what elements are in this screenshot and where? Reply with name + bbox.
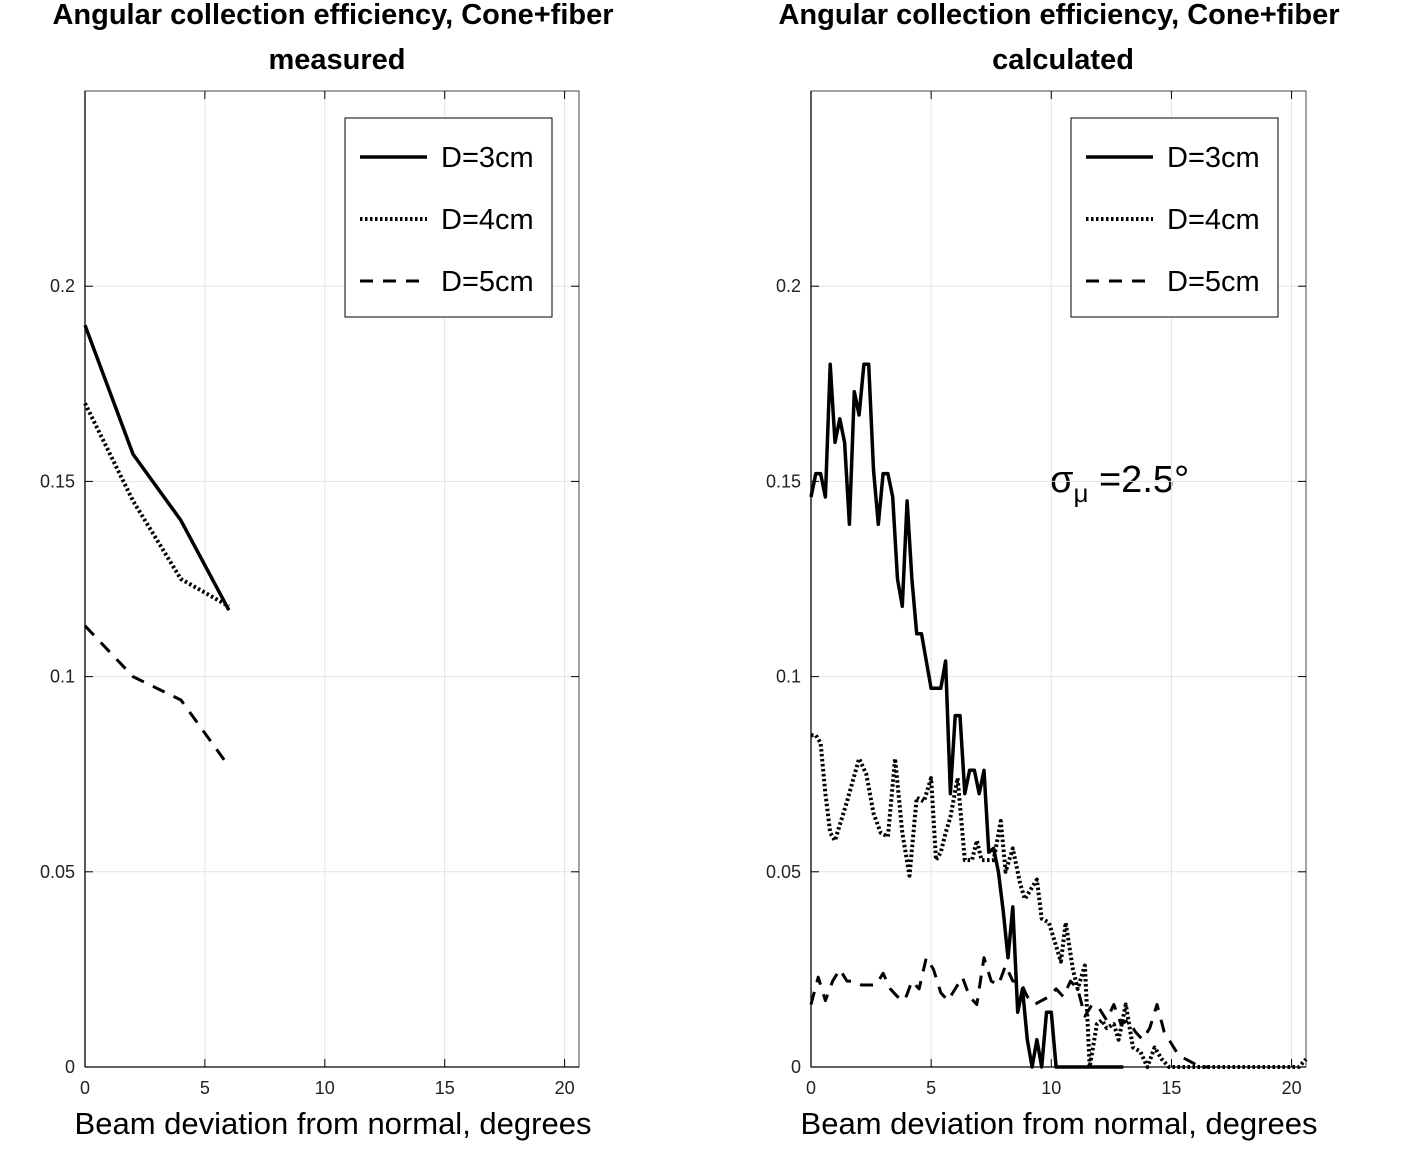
sigma-symbol: σ [1050,459,1073,501]
y-tick-label: 0.15 [766,471,801,491]
x-tick-label: 20 [555,1078,575,1098]
legend-label: D=5cm [1167,266,1260,298]
legend-box-calculated [1070,117,1279,318]
legend-label: D=4cm [1167,204,1260,236]
y-tick-label: 0.15 [40,471,75,491]
legend-box-measured [344,117,553,318]
series-line-d-3cm [83,324,231,612]
chart-title-measured: Angular collection efficiency, Cone+fibe… [52,0,613,31]
y-tick-label: 0.2 [50,276,75,296]
x-tick-label: 0 [80,1078,90,1098]
y-tick-label: 0.1 [50,667,75,687]
legend-label: D=3cm [1167,142,1260,174]
sigma-subscript: μ [1073,478,1088,508]
x-tick-label: 20 [1282,1078,1302,1098]
chart-subtitle-calculated: calculated [992,44,1134,76]
series-line-d-5cm [809,956,1208,1069]
series-line-d-5cm [83,624,231,768]
legend-label: D=4cm [441,204,534,236]
x-tick-label: 5 [926,1078,936,1098]
y-tick-label: 0.05 [40,862,75,882]
y-tick-label: 0 [791,1057,801,1077]
sigma-annotation: σμ =2.5° [1050,459,1189,508]
series-line-d-4cm [83,402,230,609]
chart-title-calculated: Angular collection efficiency, Cone+fibe… [778,0,1339,31]
chart-subtitle-measured: measured [268,44,405,76]
series-line-d-3cm [809,362,1124,1069]
legend-label: D=3cm [441,142,534,174]
x-tick-label: 5 [200,1078,210,1098]
x-tick-label: 15 [1161,1078,1181,1098]
legend-label: D=5cm [441,266,534,298]
y-tick-label: 0 [65,1057,75,1077]
measured-panel: Angular collection efficiency, Cone+fibe… [40,0,614,1141]
x-tick-label: 0 [806,1078,816,1098]
y-tick-label: 0.2 [776,276,801,296]
sigma-value: =2.5° [1088,459,1189,501]
x-tick-label: 15 [435,1078,455,1098]
calculated-panel: Angular collection efficiency, Cone+fibe… [766,0,1340,1141]
series-line-d-4cm [811,733,1308,1069]
y-tick-label: 0.1 [776,667,801,687]
y-tick-label: 0.05 [766,862,801,882]
x-axis-label-calculated: Beam deviation from normal, degrees [801,1106,1318,1141]
x-axis-label-measured: Beam deviation from normal, degrees [75,1106,592,1141]
x-tick-label: 10 [1041,1078,1061,1098]
x-tick-label: 10 [315,1078,335,1098]
